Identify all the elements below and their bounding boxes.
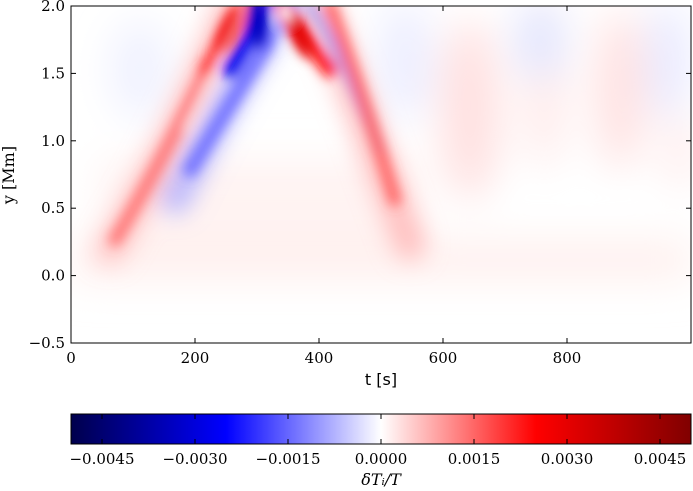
x-tick-label: 200 <box>181 349 210 367</box>
x-tick-label: 600 <box>429 349 458 367</box>
colorbar-tick-label: −0.0015 <box>255 450 320 468</box>
y-tick-label: 0.0 <box>41 267 65 285</box>
x-tick-label: 800 <box>553 349 582 367</box>
y-tick-label: 1.0 <box>41 132 65 150</box>
colorbar-tick-label: −0.0045 <box>69 450 134 468</box>
x-tick-label: 400 <box>305 349 334 367</box>
colorbar-tick-label: 0.0030 <box>541 450 594 468</box>
colorbar-tick-label: 0.0000 <box>355 450 408 468</box>
x-axis-label: t [s] <box>365 370 397 389</box>
colorbar: −0.0045 −0.0030 −0.0015 0.0000 0.0015 0.0030 0… <box>69 413 692 489</box>
y-axis-label: y [Mm] <box>0 146 18 205</box>
colorbar-label: δTᵢ/T <box>361 470 402 489</box>
y-tick-label: −0.5 <box>29 334 65 352</box>
x-tick-label: 0 <box>66 349 76 367</box>
y-tick-label: 2.0 <box>41 0 65 15</box>
colorbar-tick-label: 0.0045 <box>634 450 687 468</box>
y-tick-label: 1.5 <box>41 64 65 82</box>
colorbar-ticks: −0.0045 −0.0030 −0.0015 0.0000 0.0015 0.0030 0… <box>69 414 686 468</box>
y-axis-ticks: −0.5 0.0 0.5 1.0 1.5 2.0 <box>29 0 691 352</box>
plot-frame <box>70 5 692 344</box>
colorbar-tick-label: 0.0015 <box>448 450 501 468</box>
x-axis-ticks: 0 200 400 600 800 <box>66 6 581 367</box>
colorbar-tick-label: −0.0030 <box>162 450 227 468</box>
heatmap <box>71 6 691 343</box>
y-tick-label: 0.5 <box>41 199 65 217</box>
